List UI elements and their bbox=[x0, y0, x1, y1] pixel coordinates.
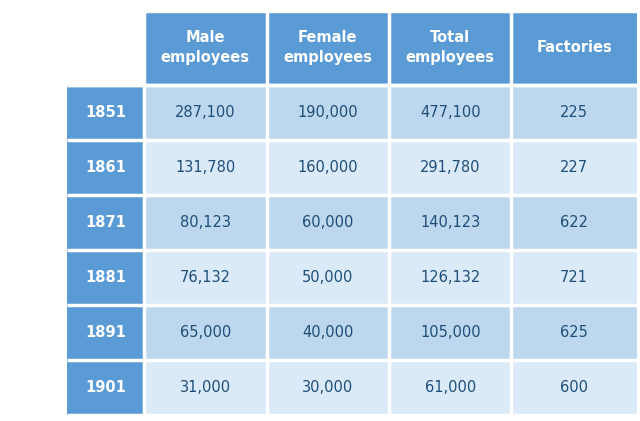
Text: 31,000: 31,000 bbox=[180, 380, 231, 395]
Text: 291,780: 291,780 bbox=[420, 160, 481, 175]
Bar bbox=[67, 140, 144, 195]
Bar bbox=[267, 250, 389, 305]
Bar bbox=[67, 305, 144, 360]
Text: 50,000: 50,000 bbox=[302, 270, 353, 285]
Text: 227: 227 bbox=[560, 160, 588, 175]
Text: 65,000: 65,000 bbox=[180, 325, 231, 340]
Bar bbox=[267, 140, 389, 195]
Text: 287,100: 287,100 bbox=[175, 105, 236, 120]
Text: 1871: 1871 bbox=[85, 215, 126, 230]
Text: 30,000: 30,000 bbox=[302, 380, 353, 395]
Bar bbox=[144, 85, 266, 140]
Bar bbox=[511, 195, 637, 250]
Text: Male
employees: Male employees bbox=[161, 30, 250, 65]
Text: 160,000: 160,000 bbox=[298, 160, 358, 175]
Text: 190,000: 190,000 bbox=[298, 105, 358, 120]
Bar bbox=[389, 85, 511, 140]
Text: 126,132: 126,132 bbox=[420, 270, 481, 285]
Text: 105,000: 105,000 bbox=[420, 325, 481, 340]
Text: 225: 225 bbox=[560, 105, 588, 120]
Text: 622: 622 bbox=[560, 215, 588, 230]
Text: 40,000: 40,000 bbox=[302, 325, 353, 340]
Text: 140,123: 140,123 bbox=[420, 215, 481, 230]
Bar bbox=[144, 250, 266, 305]
Bar bbox=[389, 11, 511, 85]
Bar bbox=[511, 85, 637, 140]
Text: 625: 625 bbox=[560, 325, 588, 340]
Bar bbox=[144, 140, 266, 195]
Text: 721: 721 bbox=[560, 270, 588, 285]
Bar bbox=[144, 195, 266, 250]
Text: 477,100: 477,100 bbox=[420, 105, 481, 120]
Text: 76,132: 76,132 bbox=[180, 270, 231, 285]
Bar bbox=[389, 360, 511, 415]
Bar bbox=[267, 305, 389, 360]
Bar bbox=[511, 305, 637, 360]
Bar bbox=[511, 360, 637, 415]
Text: Female
employees: Female employees bbox=[284, 30, 372, 65]
Text: 1901: 1901 bbox=[85, 380, 126, 395]
Text: 600: 600 bbox=[560, 380, 588, 395]
Text: 61,000: 61,000 bbox=[424, 380, 476, 395]
Text: Factories: Factories bbox=[536, 40, 612, 55]
Bar bbox=[511, 11, 637, 85]
Bar bbox=[67, 195, 144, 250]
Bar bbox=[144, 11, 266, 85]
Bar bbox=[511, 250, 637, 305]
Bar bbox=[144, 305, 266, 360]
Bar bbox=[267, 360, 389, 415]
Bar bbox=[67, 250, 144, 305]
Bar bbox=[267, 195, 389, 250]
Bar bbox=[389, 250, 511, 305]
Bar bbox=[67, 85, 144, 140]
Text: Total
employees: Total employees bbox=[406, 30, 495, 65]
Bar bbox=[511, 140, 637, 195]
Text: 60,000: 60,000 bbox=[302, 215, 353, 230]
Bar bbox=[144, 360, 266, 415]
Bar bbox=[67, 11, 144, 85]
Bar bbox=[267, 11, 389, 85]
Text: 1861: 1861 bbox=[85, 160, 126, 175]
Bar bbox=[389, 140, 511, 195]
Bar bbox=[267, 85, 389, 140]
Text: 1891: 1891 bbox=[85, 325, 126, 340]
Bar bbox=[389, 195, 511, 250]
Text: 1851: 1851 bbox=[85, 105, 126, 120]
Text: 80,123: 80,123 bbox=[180, 215, 231, 230]
Text: 1881: 1881 bbox=[85, 270, 126, 285]
Text: 131,780: 131,780 bbox=[175, 160, 236, 175]
Bar bbox=[389, 305, 511, 360]
Bar bbox=[67, 360, 144, 415]
